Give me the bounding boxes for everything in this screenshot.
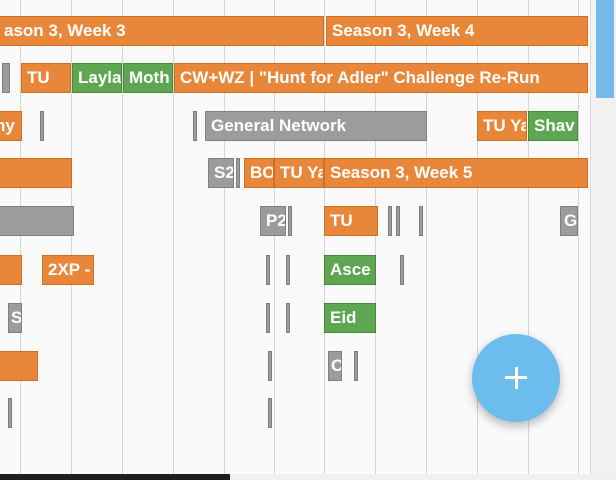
- event-marker[interactable]: [288, 206, 292, 236]
- event-hunt-for-adler[interactable]: CW+WZ | "Hunt for Adler" Challenge Re-Ru…: [174, 63, 588, 93]
- event-s[interactable]: S: [8, 303, 22, 333]
- event-marker[interactable]: [266, 303, 270, 333]
- day-gridline: [324, 0, 325, 474]
- day-gridline: [20, 0, 21, 474]
- event-tu-ya[interactable]: TU Ya: [477, 111, 527, 141]
- vertical-scrollbar-thumb[interactable]: [596, 0, 614, 98]
- bottom-edge-light: [230, 474, 616, 480]
- event-s2[interactable]: S2: [208, 158, 234, 188]
- event-marker[interactable]: [236, 158, 240, 188]
- bottom-edge-dark: [0, 474, 230, 480]
- event-marker[interactable]: [388, 206, 392, 236]
- day-gridline: [274, 0, 275, 474]
- day-gridline: [122, 0, 123, 474]
- event-asce[interactable]: Asce: [324, 255, 376, 285]
- event-marker[interactable]: [400, 255, 404, 285]
- event-marker[interactable]: [419, 206, 423, 236]
- event-bar[interactable]: [0, 206, 74, 236]
- event-tu[interactable]: TU: [21, 63, 71, 93]
- event-marker[interactable]: [268, 351, 272, 381]
- event-moth[interactable]: Moth: [123, 63, 173, 93]
- event-marker[interactable]: [268, 398, 272, 428]
- day-gridline: [528, 0, 529, 474]
- event-layla[interactable]: Layla: [72, 63, 122, 93]
- event-bar[interactable]: [0, 158, 72, 188]
- event-marker[interactable]: [2, 63, 10, 93]
- event-tu-ya[interactable]: TU Ya: [274, 158, 324, 188]
- event-2xp[interactable]: 2XP -: [42, 255, 94, 285]
- event-marker[interactable]: [286, 303, 290, 333]
- timeline-grid: ason 3, Week 3 Season 3, Week 4 TU Layla…: [0, 0, 590, 474]
- event-ny[interactable]: ny: [0, 111, 22, 141]
- day-gridline: [426, 0, 427, 474]
- event-marker[interactable]: [286, 255, 290, 285]
- event-season3-week3[interactable]: ason 3, Week 3: [0, 16, 324, 46]
- day-gridline: [477, 0, 478, 474]
- event-p2[interactable]: P2: [260, 206, 286, 236]
- event-eid[interactable]: Eid: [324, 303, 376, 333]
- day-gridline: [224, 0, 225, 474]
- event-marker[interactable]: [193, 111, 197, 141]
- event-c[interactable]: C: [328, 351, 342, 381]
- event-shav[interactable]: Shav: [528, 111, 578, 141]
- event-general-network[interactable]: General Network: [205, 111, 427, 141]
- event-marker[interactable]: [40, 111, 44, 141]
- event-marker[interactable]: [266, 255, 270, 285]
- day-gridline: [578, 0, 579, 474]
- event-bar[interactable]: [0, 351, 38, 381]
- day-gridline: [375, 0, 376, 474]
- event-g[interactable]: G: [560, 206, 578, 236]
- event-season3-week5[interactable]: Season 3, Week 5: [324, 158, 588, 188]
- event-bo[interactable]: BO: [244, 158, 274, 188]
- event-marker[interactable]: [8, 398, 12, 428]
- event-bar[interactable]: [0, 255, 22, 285]
- day-gridline: [71, 0, 72, 474]
- day-gridline: [173, 0, 174, 474]
- event-tu[interactable]: TU: [324, 206, 378, 236]
- event-marker[interactable]: [354, 351, 358, 381]
- add-event-button[interactable]: [472, 334, 560, 422]
- event-marker[interactable]: [396, 206, 400, 236]
- event-season3-week4[interactable]: Season 3, Week 4: [326, 16, 588, 46]
